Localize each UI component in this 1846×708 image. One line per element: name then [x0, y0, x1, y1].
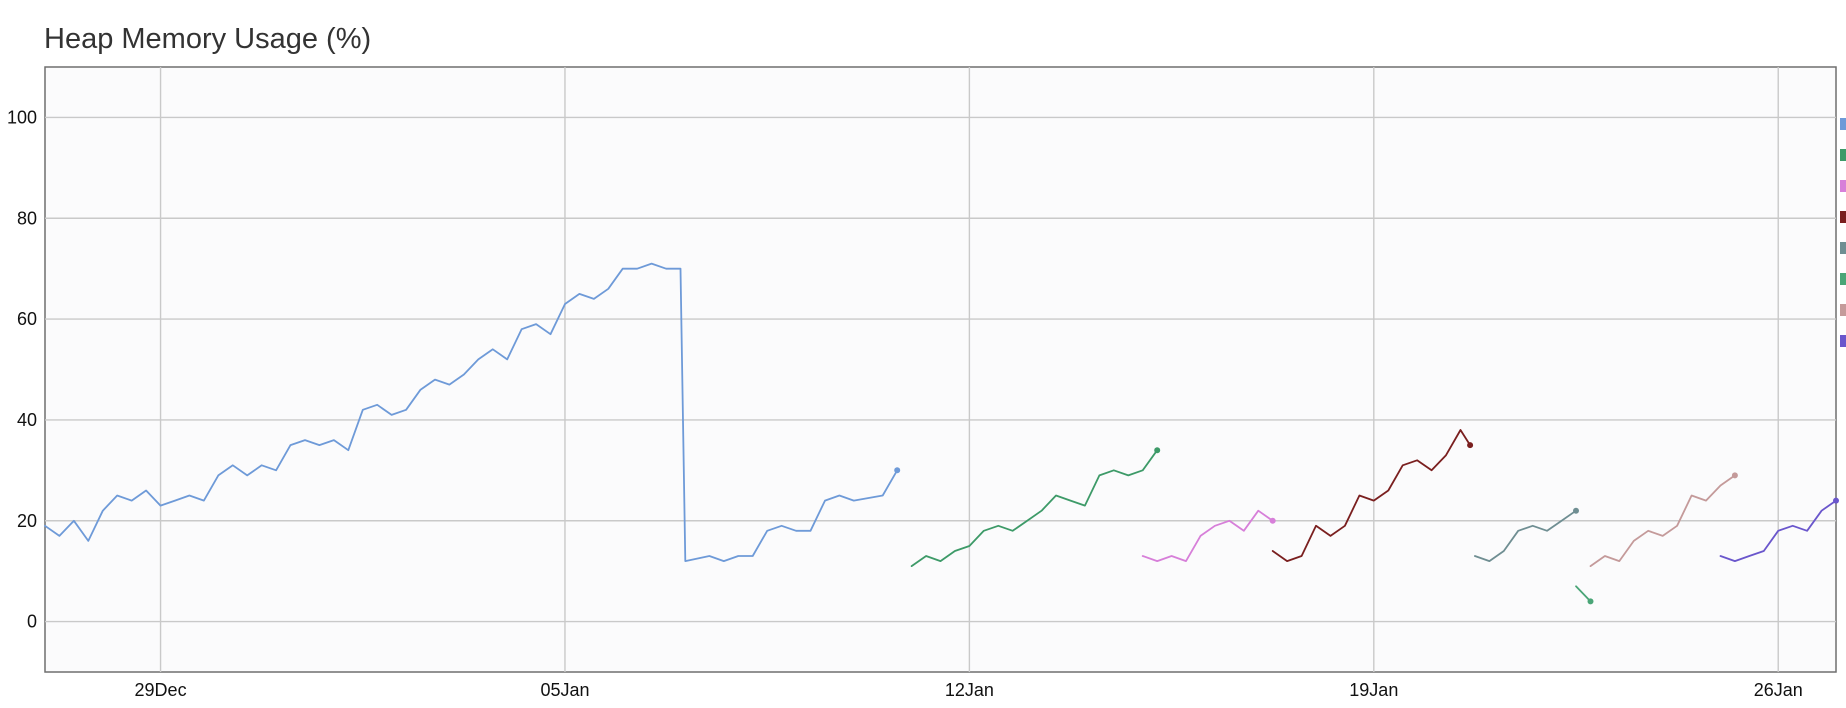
plot-area [44, 66, 1837, 673]
y-tick-label: 80 [17, 208, 37, 228]
y-tick-label: 20 [17, 511, 37, 531]
series-end-point-2 [1154, 447, 1161, 454]
chart-title: Heap Memory Usage (%) [44, 23, 371, 55]
legend-clipped [1840, 118, 1846, 347]
series-end-point-7 [1731, 472, 1738, 479]
series-end-point-6 [1587, 598, 1594, 605]
series-line-6 [1575, 585, 1592, 603]
y-axis-ticks: 0 20 40 60 80 100 [7, 107, 37, 631]
series-line-7 [1589, 474, 1736, 567]
series-end-point-1 [894, 467, 901, 474]
series-end-point-8 [1833, 497, 1839, 504]
x-tick-label: 29Dec [135, 680, 187, 700]
legend-swatch [1840, 273, 1846, 285]
legend-swatch [1840, 180, 1846, 192]
series-lines [44, 262, 1839, 605]
legend-swatch [1840, 304, 1846, 316]
series-line-8 [1719, 499, 1837, 562]
legend-swatch [1840, 211, 1846, 223]
series-end-point-4 [1467, 442, 1474, 449]
y-tick-label: 0 [27, 612, 37, 632]
series-line-1 [44, 262, 899, 562]
x-tick-label: 26Jan [1754, 680, 1803, 700]
x-axis-ticks: 29Dec 05Jan 12Jan 19Jan 26Jan [135, 680, 1803, 700]
legend-swatch [1840, 335, 1846, 347]
series-line-3 [1141, 509, 1274, 562]
legend-swatch [1840, 149, 1846, 161]
x-tick-label: 12Jan [945, 680, 994, 700]
x-tick-label: 19Jan [1349, 680, 1398, 700]
series-line-5 [1474, 509, 1577, 562]
series-line-4 [1271, 429, 1471, 562]
legend-swatch [1840, 118, 1846, 130]
y-tick-label: 100 [7, 107, 37, 127]
x-tick-label: 05Jan [540, 680, 589, 700]
grid-lines [45, 67, 1836, 672]
series-end-point-5 [1573, 507, 1579, 514]
legend-swatch [1840, 242, 1846, 254]
plot-background [44, 66, 1837, 673]
y-tick-label: 40 [17, 410, 37, 430]
y-tick-label: 60 [17, 309, 37, 329]
series-end-point-3 [1269, 517, 1276, 524]
series-line-2 [910, 449, 1159, 567]
